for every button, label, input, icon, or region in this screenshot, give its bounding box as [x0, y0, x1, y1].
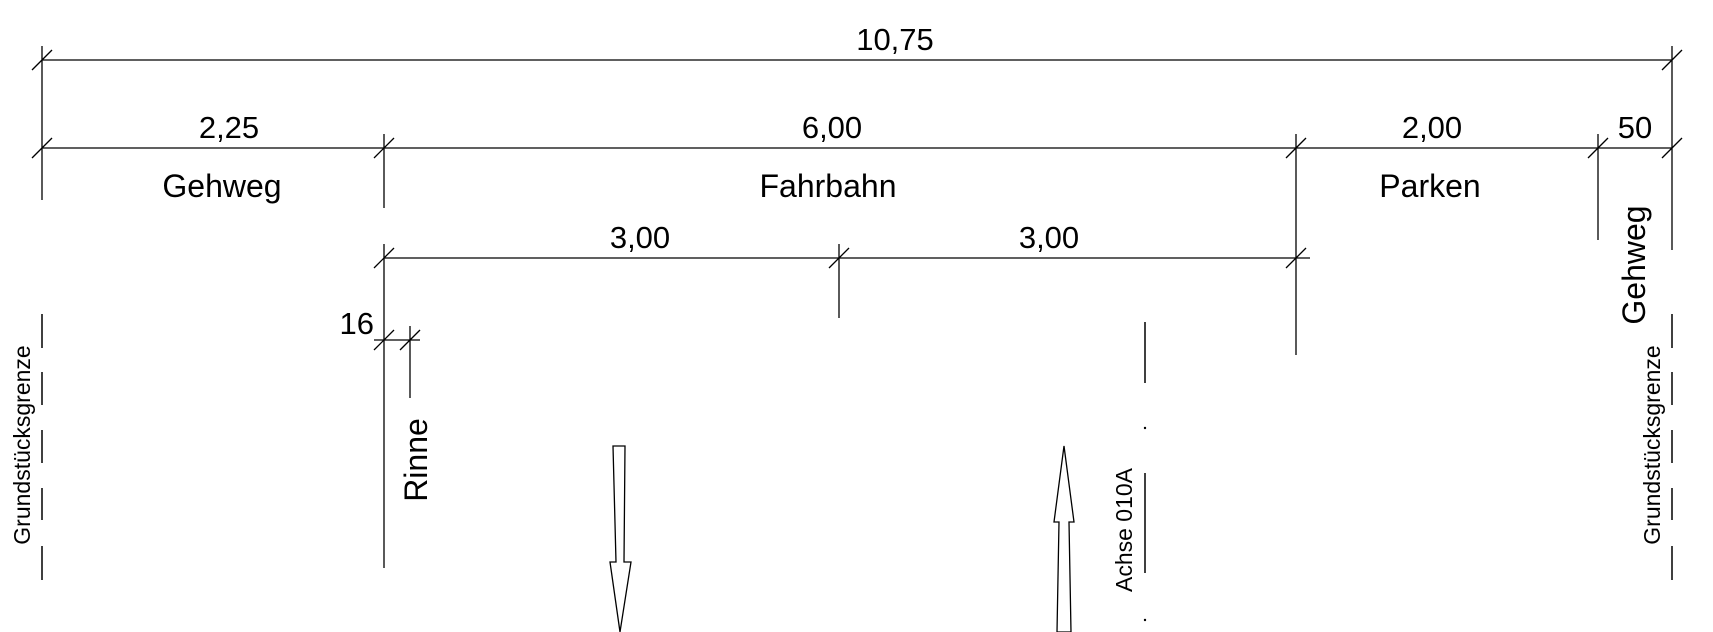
arrow-up-icon [1053, 445, 1075, 632]
roadway-label: Fahrbahn [760, 168, 897, 204]
gutter-width: 16 [340, 306, 374, 341]
road-axis: Achse 010A [1111, 322, 1147, 622]
axis-label: Achse 010A [1111, 467, 1137, 592]
boundary-right-label: Grundstücksgrenze [1639, 345, 1665, 544]
sidewalk-left-width: 2,25 [199, 110, 259, 145]
lane-left-width: 3,00 [610, 220, 670, 255]
sidewalk-right-label: Gehweg [1616, 205, 1652, 324]
total-width-value: 10,75 [856, 22, 934, 57]
sidewalk-left-label: Gehweg [162, 168, 281, 204]
arrow-down-icon [609, 445, 632, 632]
total-width-dimension: 10,75 [31, 22, 1683, 250]
gutter-label: Rinne [398, 418, 434, 502]
property-boundary-left: Grundstücksgrenze [9, 314, 43, 580]
lane-right-width: 3,00 [1019, 220, 1079, 255]
gutter-dimension: 16 Rinne [340, 306, 434, 502]
sidewalk-right-width: 50 [1618, 110, 1652, 145]
property-boundary-right: Grundstücksgrenze [1639, 314, 1673, 580]
parking-label: Parken [1379, 168, 1480, 204]
segment-dimensions: 2,25 6,00 2,00 50 [31, 110, 1683, 355]
boundary-left-label: Grundstücksgrenze [9, 345, 35, 544]
parking-width: 2,00 [1402, 110, 1462, 145]
roadway-width: 6,00 [802, 110, 862, 145]
lane-dimensions: 3,00 3,00 [373, 220, 1310, 568]
